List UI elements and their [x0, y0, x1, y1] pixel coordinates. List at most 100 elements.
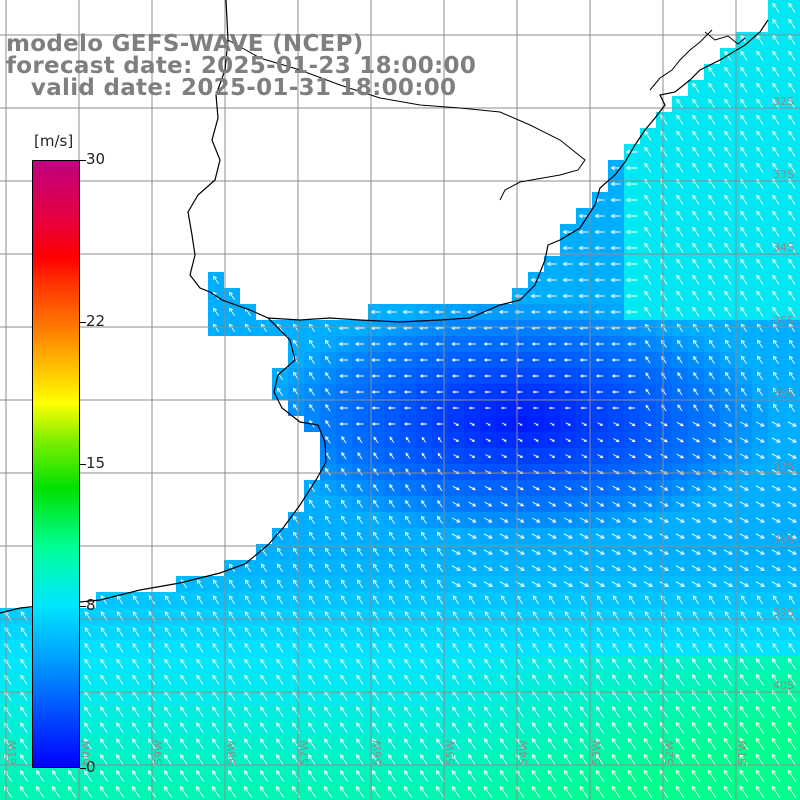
- wind-arrow: [579, 769, 589, 782]
- wind-arrow: [372, 626, 380, 637]
- wind-arrow: [484, 722, 492, 734]
- wind-arrow: [276, 595, 284, 605]
- wind-arrow: [468, 595, 476, 605]
- wind-arrow: [531, 738, 540, 750]
- wind-arrow: [164, 738, 172, 750]
- wind-arrow: [517, 438, 523, 442]
- wind-arrow: [372, 499, 379, 508]
- wind-arrow: [546, 309, 557, 315]
- wind-arrow: [547, 565, 557, 571]
- wind-arrow: [388, 706, 396, 718]
- wind-arrow: [708, 162, 716, 173]
- wind-arrow: [627, 517, 637, 523]
- wind-arrow: [467, 785, 477, 798]
- wind-arrow: [420, 595, 428, 605]
- wind-arrow: [51, 770, 60, 782]
- wind-arrow: [724, 421, 733, 427]
- wind-arrow: [707, 501, 717, 507]
- wind-arrow: [788, 130, 796, 141]
- wind-arrow: [771, 769, 781, 782]
- wind-arrow: [547, 769, 557, 782]
- wind-arrow: [787, 581, 798, 587]
- wind-arrow: [562, 245, 573, 251]
- wind-arrow: [597, 454, 604, 458]
- wind-arrow: [708, 306, 716, 317]
- wind-arrow: [611, 581, 622, 587]
- wind-arrow: [787, 769, 797, 782]
- wind-arrow: [355, 390, 364, 394]
- wind-arrow: [403, 342, 412, 346]
- wind-arrow: [403, 785, 412, 798]
- wind-arrow: [708, 114, 716, 125]
- wind-arrow: [772, 387, 779, 397]
- wind-arrow: [708, 82, 716, 93]
- wind-arrow: [643, 533, 653, 539]
- wind-arrow: [212, 674, 220, 685]
- wind-arrow: [740, 387, 747, 396]
- wind-arrow: [676, 306, 684, 317]
- wind-arrow: [356, 547, 363, 557]
- wind-arrow: [500, 374, 507, 378]
- wind-arrow: [565, 422, 572, 426]
- wind-arrow: [740, 130, 748, 141]
- wind-arrow: [340, 531, 347, 541]
- wind-arrow: [612, 674, 620, 686]
- wind-arrow: [420, 515, 427, 524]
- wind-arrow: [467, 374, 476, 378]
- wind-arrow: [659, 517, 669, 523]
- wind-arrow: [708, 437, 717, 443]
- wind-arrow: [625, 197, 638, 203]
- wind-arrow: [643, 549, 653, 555]
- wind-arrow: [452, 674, 460, 685]
- wind-arrow: [419, 342, 428, 346]
- wind-arrow: [164, 642, 172, 653]
- wind-arrow: [579, 581, 590, 587]
- wind-arrow: [563, 549, 573, 555]
- wind-arrow: [532, 626, 540, 637]
- wind-arrow: [787, 753, 797, 766]
- wind-arrow: [405, 452, 411, 460]
- wind-arrow: [675, 674, 684, 686]
- wind-arrow: [548, 406, 555, 410]
- wind-arrow: [517, 422, 523, 426]
- wind-arrow: [531, 533, 541, 539]
- wind-arrow: [756, 642, 764, 653]
- wind-arrow: [212, 658, 220, 669]
- wind-arrow: [308, 722, 316, 734]
- wind-arrow: [772, 306, 780, 317]
- wind-arrow: [627, 581, 638, 587]
- wind-arrow: [676, 242, 684, 253]
- wind-arrow: [788, 403, 795, 413]
- wind-arrow: [403, 390, 412, 394]
- wind-arrow: [499, 342, 508, 346]
- wind-arrow: [562, 261, 573, 267]
- wind-arrow: [676, 98, 684, 109]
- wind-arrow: [451, 342, 460, 346]
- wind-arrow: [707, 533, 717, 539]
- wind-arrow: [611, 533, 621, 539]
- wind-arrow: [675, 769, 685, 782]
- wind-arrow: [740, 226, 748, 237]
- wind-arrow: [228, 307, 235, 317]
- wind-arrow: [595, 753, 605, 766]
- wind-arrow: [611, 358, 620, 362]
- wind-arrow: [595, 533, 605, 539]
- wind-arrow: [83, 770, 92, 782]
- wind-arrow: [20, 706, 28, 718]
- wind-arrow: [387, 770, 396, 782]
- wind-arrow: [243, 754, 252, 766]
- wind-arrow: [260, 706, 268, 718]
- wind-arrow: [501, 454, 508, 458]
- wind-arrow: [341, 451, 347, 460]
- wind-arrow: [691, 769, 701, 782]
- wind-arrow: [371, 785, 380, 798]
- wind-arrow: [500, 626, 508, 637]
- wind-arrow: [180, 738, 188, 750]
- wind-arrow: [755, 437, 765, 443]
- wind-arrow: [627, 390, 636, 394]
- wind-arrow: [708, 146, 716, 157]
- wind-arrow: [453, 438, 460, 442]
- wind-arrow: [756, 130, 764, 141]
- wind-arrow: [500, 658, 508, 669]
- wind-arrow: [610, 293, 621, 299]
